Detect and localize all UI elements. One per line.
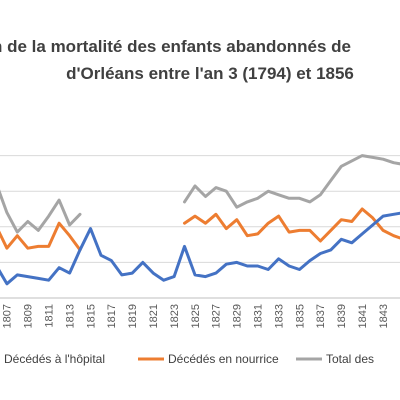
series-nurse <box>0 207 400 252</box>
series-hospital <box>0 211 400 286</box>
x-tick-label: 1837 <box>315 304 327 328</box>
x-tick-label: 1823 <box>169 304 181 328</box>
x-tick-label: 1833 <box>273 304 285 328</box>
series-line-nurse <box>0 221 82 252</box>
series-line-nurse <box>183 207 400 243</box>
x-tick-label: 1817 <box>106 304 118 328</box>
x-tick-label: 1811 <box>44 304 56 328</box>
x-tick-label: 1807 <box>2 304 14 328</box>
series-line-total <box>183 154 400 209</box>
legend-item: Décédés en nourrice <box>138 352 279 366</box>
chart-title-line-2: d'Orléans entre l'an 3 (1794) et 1856 <box>66 64 354 83</box>
chart-title-line-1: n de la mortalité des enfants abandonnés… <box>0 37 351 56</box>
series-line-total <box>0 189 82 234</box>
gridlines <box>0 155 400 263</box>
chart-title: n de la mortalité des enfants abandonnés… <box>0 37 354 83</box>
legend-label: Décédés en nourrice <box>168 352 279 366</box>
x-tick-label: 1831 <box>253 304 265 328</box>
series-line-hospital <box>0 211 400 286</box>
x-tick-label: 1825 <box>190 304 202 328</box>
x-tick-label: 1827 <box>211 304 223 328</box>
series-total <box>0 154 400 234</box>
x-tick-label: 1843 <box>378 304 390 328</box>
x-tick-label: 1839 <box>336 304 348 328</box>
x-tick-label: 1841 <box>357 304 369 328</box>
x-tick-label: 1821 <box>148 304 160 328</box>
legend: Décédés à l'hôpital Décédés en nourrice To… <box>4 352 374 366</box>
series-layer <box>0 154 400 286</box>
legend-item: Total des <box>296 352 374 366</box>
x-tick-label: 1809 <box>23 304 35 328</box>
legend-label: Total des <box>326 352 374 366</box>
legend-label: Décédés à l'hôpital <box>4 352 105 366</box>
x-tick-label: 1829 <box>232 304 244 328</box>
x-tick-label: 1813 <box>64 304 76 328</box>
x-axis-tick-labels: 1807 1809 1811 1813 1815 1817 1819 1821 1823 1825… <box>2 304 390 328</box>
x-tick-label: 1815 <box>85 304 97 328</box>
x-tick-label: 1835 <box>294 304 306 328</box>
legend-item: Décédés à l'hôpital <box>4 352 105 366</box>
x-tick-label: 1819 <box>127 304 139 328</box>
